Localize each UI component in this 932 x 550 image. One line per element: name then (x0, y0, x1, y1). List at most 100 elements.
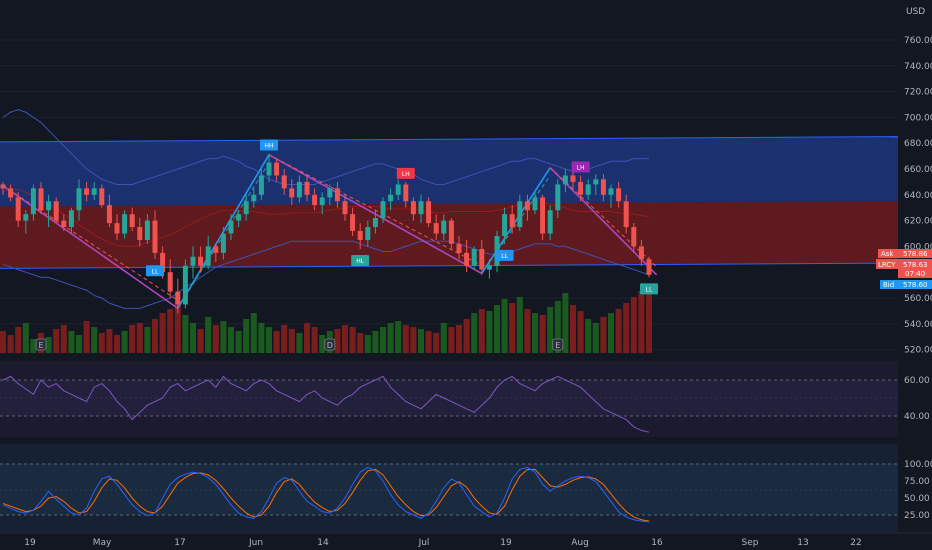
candle-body[interactable] (365, 227, 371, 240)
candle-body[interactable] (441, 220, 447, 234)
candle-body[interactable] (167, 272, 173, 292)
candle-body[interactable] (0, 184, 6, 189)
candle-body[interactable] (638, 246, 644, 260)
candle-body[interactable] (585, 184, 591, 195)
candle-body[interactable] (433, 223, 439, 234)
candle-body[interactable] (251, 194, 257, 202)
candle-body[interactable] (456, 243, 462, 253)
candle-body[interactable] (547, 210, 553, 234)
candle-body[interactable] (258, 175, 264, 195)
candle-body[interactable] (578, 181, 584, 195)
candle-body[interactable] (99, 188, 105, 206)
candle-body[interactable] (562, 175, 568, 185)
stoch-k-line[interactable] (2, 466, 650, 523)
channel-upper-line[interactable] (0, 136, 899, 143)
rsi-pane[interactable]: 60.00 40.00 (0, 361, 930, 437)
candle-body[interactable] (15, 197, 21, 221)
candle-body[interactable] (129, 214, 135, 228)
event-marker-box[interactable] (552, 338, 564, 351)
candlesticks[interactable] (0, 153, 652, 314)
candle-body[interactable] (608, 188, 614, 195)
candle-body[interactable] (570, 175, 576, 182)
candle-body[interactable] (274, 162, 280, 176)
time-axis[interactable]: 19 May 17 Jun 14 Jul 19 Aug 16 Sep 13 22 (0, 532, 932, 548)
candle-body[interactable] (61, 220, 67, 228)
candle-body[interactable] (76, 188, 82, 211)
event-marker-box[interactable] (35, 338, 47, 351)
candle-body[interactable] (410, 201, 416, 215)
candle-body[interactable] (198, 256, 204, 266)
candle-body[interactable] (532, 197, 538, 211)
candle-body[interactable] (46, 201, 52, 211)
candle-body[interactable] (68, 210, 74, 228)
event-marker-box[interactable] (324, 338, 336, 351)
candle-body[interactable] (38, 188, 44, 211)
candle-body[interactable] (631, 227, 637, 247)
candle-body[interactable] (84, 188, 90, 195)
candle-body[interactable] (388, 194, 394, 202)
candle-body[interactable] (160, 252, 166, 273)
candle-body[interactable] (555, 184, 561, 211)
candle-body[interactable] (403, 184, 409, 202)
candle-body[interactable] (540, 197, 546, 234)
candle-body[interactable] (646, 259, 652, 275)
candle-body[interactable] (350, 214, 356, 231)
candle-body[interactable] (327, 188, 333, 198)
currency-label[interactable]: USD (906, 7, 925, 17)
zigzag-segment[interactable] (549, 167, 658, 276)
candle-body[interactable] (205, 246, 211, 266)
candle-body[interactable] (479, 248, 485, 270)
zigzag-segment[interactable] (481, 167, 551, 274)
candle-body[interactable] (312, 194, 318, 206)
candle-body[interactable] (448, 220, 454, 244)
candle-body[interactable] (213, 246, 219, 253)
candle-body[interactable] (418, 201, 424, 215)
candle-body[interactable] (182, 265, 188, 305)
candle-body[interactable] (357, 230, 363, 240)
candle-body[interactable] (220, 233, 226, 253)
candle-body[interactable] (53, 201, 59, 221)
rsi-line[interactable] (2, 375, 650, 433)
candle-body[interactable] (106, 205, 112, 224)
candle-body[interactable] (296, 181, 302, 198)
candle-body[interactable] (281, 175, 287, 189)
candle-body[interactable] (380, 201, 386, 219)
candle-body[interactable] (114, 223, 120, 234)
stoch-d-line[interactable] (2, 468, 650, 522)
candle-body[interactable] (600, 179, 606, 195)
price-axis[interactable]: USD 760.00 740.00 720.00 700.00 680.00 660.00… (904, 7, 932, 356)
candle-body[interactable] (471, 248, 477, 266)
candle-body[interactable] (175, 291, 181, 305)
candle-body[interactable] (426, 201, 432, 224)
candle-body[interactable] (502, 214, 508, 237)
candle-body[interactable] (464, 252, 470, 266)
candle-body[interactable] (30, 188, 36, 215)
candle-body[interactable] (289, 188, 295, 198)
candle-body[interactable] (243, 201, 249, 215)
candle-body[interactable] (8, 188, 14, 198)
candle-body[interactable] (304, 181, 310, 195)
candle-body[interactable] (122, 214, 128, 234)
candle-body[interactable] (616, 188, 622, 202)
candle-body[interactable] (152, 220, 158, 253)
candle-body[interactable] (593, 179, 599, 185)
candle-body[interactable] (334, 188, 340, 202)
candle-body[interactable] (190, 256, 196, 266)
candle-body[interactable] (236, 214, 242, 221)
candle-body[interactable] (228, 220, 234, 234)
candle-body[interactable] (517, 201, 523, 228)
candle-body[interactable] (23, 214, 29, 221)
candle-body[interactable] (486, 265, 492, 270)
candle-body[interactable] (395, 184, 401, 195)
candle-body[interactable] (144, 220, 150, 240)
candle-body[interactable] (509, 214, 515, 228)
price-pane[interactable]: HH LH LH LL HL LL LL E D E (0, 39, 899, 353)
candle-body[interactable] (342, 201, 348, 215)
candle-body[interactable] (266, 162, 272, 176)
candle-body[interactable] (137, 227, 143, 240)
candle-body[interactable] (372, 218, 378, 228)
stochastic-pane[interactable]: 100.00 75.00 50.00 25.00 (0, 444, 932, 532)
candle-body[interactable] (319, 197, 325, 206)
